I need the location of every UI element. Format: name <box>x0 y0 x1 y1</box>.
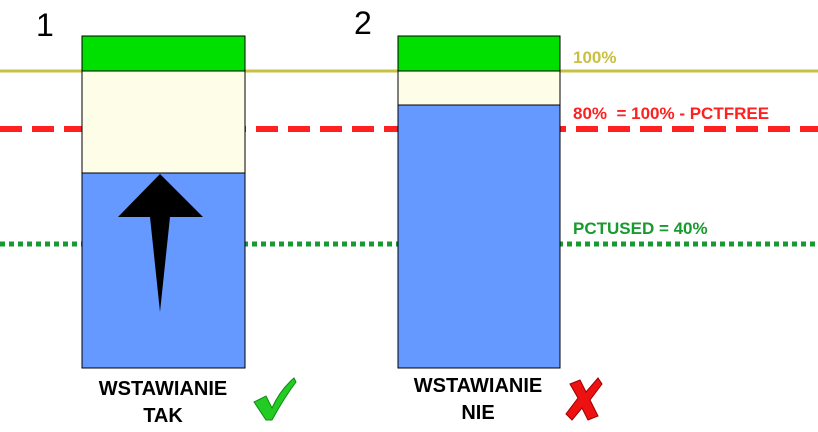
caption: NIE <box>461 402 494 424</box>
caption: TAK <box>143 405 183 427</box>
level-label: 80% = 100% - PCTFREE <box>573 104 769 123</box>
block-number: 2 <box>354 5 372 41</box>
free-space <box>397 70 561 106</box>
used-space <box>397 104 561 369</box>
block-2 <box>397 35 561 369</box>
arrow-up <box>118 174 203 312</box>
block-number: 1 <box>36 7 54 43</box>
caption: WSTAWIANIE <box>99 378 228 400</box>
check-icon <box>253 377 297 421</box>
header <box>81 35 246 72</box>
caption: WSTAWIANIE <box>414 375 543 397</box>
cross-icon <box>565 377 603 421</box>
free-space <box>81 70 246 174</box>
level-label: 100% <box>573 48 616 67</box>
level-label: PCTUSED = 40% <box>573 219 708 238</box>
header <box>397 35 561 72</box>
block-1 <box>81 35 246 369</box>
